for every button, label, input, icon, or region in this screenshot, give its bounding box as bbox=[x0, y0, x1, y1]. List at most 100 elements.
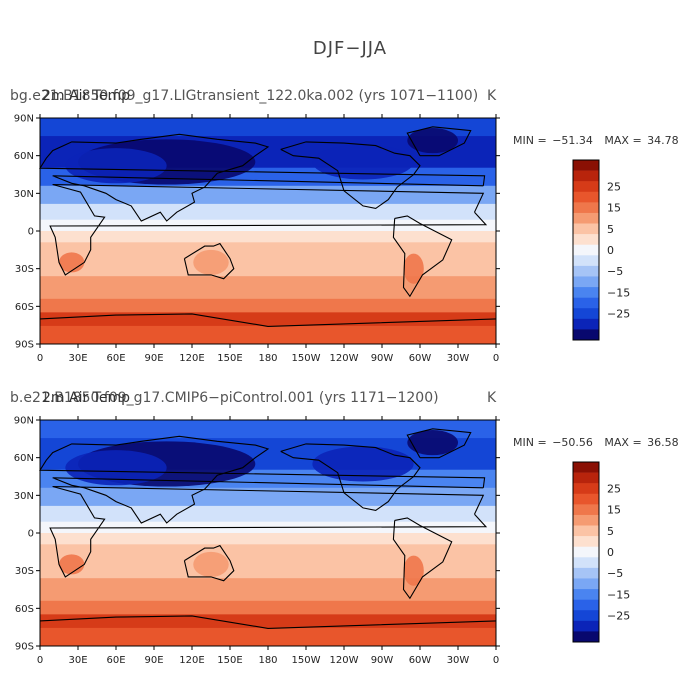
colorbar-swatch bbox=[573, 244, 599, 256]
colorbar-swatch bbox=[573, 546, 599, 558]
warm-region bbox=[58, 252, 85, 273]
min-value: −51.34 bbox=[552, 134, 593, 147]
temperature-band bbox=[40, 118, 496, 137]
coastline bbox=[49, 485, 488, 578]
y-tick-label: 60N bbox=[14, 453, 34, 464]
warm-region bbox=[403, 253, 424, 284]
min-value: −50.56 bbox=[552, 436, 593, 449]
colorbar-swatch bbox=[573, 557, 599, 569]
colorbar-swatch bbox=[573, 202, 599, 214]
colorbar-swatch bbox=[573, 308, 599, 320]
max-value: 34.78 bbox=[647, 134, 679, 147]
colorbar-label: 5 bbox=[607, 223, 614, 236]
colorbar-label: 5 bbox=[607, 525, 614, 538]
x-tick-label: 30E bbox=[68, 353, 87, 364]
min-max-readout: MIN = −50.56 MAX = 36.58 bbox=[513, 436, 681, 449]
colorbar-swatch bbox=[573, 223, 599, 235]
y-tick-label: 0 bbox=[28, 227, 34, 238]
y-tick-label: 30N bbox=[14, 491, 34, 502]
x-tick-label: 150W bbox=[292, 353, 321, 364]
y-tick-label: 30S bbox=[15, 264, 34, 275]
x-tick-label: 120E bbox=[179, 353, 204, 364]
y-tick-label: 60N bbox=[14, 151, 34, 162]
coastline bbox=[392, 215, 453, 298]
colorbar-label: −25 bbox=[607, 610, 630, 623]
temperature-band bbox=[40, 578, 496, 602]
temperature-band bbox=[40, 203, 496, 221]
x-tick-label: 30W bbox=[447, 353, 470, 364]
coastline bbox=[39, 133, 486, 222]
colorbar-label: −15 bbox=[607, 286, 630, 299]
colorbar-swatch bbox=[573, 297, 599, 309]
coastline bbox=[183, 544, 235, 582]
y-tick-label: 30N bbox=[14, 189, 34, 200]
x-tick-label: 90E bbox=[144, 353, 163, 364]
temperature-band bbox=[40, 231, 496, 243]
cold-region bbox=[407, 128, 458, 154]
colorbar-swatch bbox=[573, 514, 599, 526]
colorbar-swatch bbox=[573, 276, 599, 288]
x-tick-label: 60E bbox=[106, 655, 125, 666]
temperature-band bbox=[40, 325, 496, 345]
colorbar-swatch bbox=[573, 287, 599, 298]
colorbar-swatch bbox=[573, 234, 599, 246]
variable-title: 2m Air Temp bbox=[42, 390, 130, 406]
colorbar-label: −15 bbox=[607, 588, 630, 601]
temperature-map: 0 30E 60E 90E 120E 150E 180 150W 120W 90W 60W 30W 09… bbox=[14, 416, 630, 667]
x-tick-label: 30W bbox=[447, 655, 470, 666]
colorbar-swatch bbox=[573, 265, 599, 277]
x-tick-label: 90W bbox=[371, 655, 394, 666]
colorbar-swatch bbox=[573, 483, 599, 495]
colorbar-label: 25 bbox=[607, 482, 621, 495]
max-label: MAX = bbox=[604, 436, 642, 449]
colorbar-swatch bbox=[573, 493, 599, 505]
colorbar-swatch bbox=[573, 578, 599, 590]
temperature-band bbox=[40, 420, 496, 439]
x-tick-label: 0 bbox=[37, 353, 43, 364]
x-tick-label: 90E bbox=[144, 655, 163, 666]
colorbar-swatch bbox=[573, 567, 599, 579]
coastline bbox=[392, 517, 453, 600]
y-tick-label: 30S bbox=[15, 566, 34, 577]
cold-region bbox=[65, 450, 167, 486]
colorbar-swatch bbox=[573, 610, 599, 622]
map-panel-picontrol: b.e21.B1850.f09_g17.CMIP6−piControl.001 … bbox=[0, 390, 700, 690]
colorbar-label: −5 bbox=[607, 265, 623, 278]
colorbar-swatch bbox=[573, 525, 599, 537]
coastline bbox=[280, 443, 421, 511]
temperature-band bbox=[40, 600, 496, 615]
x-tick-label: 120E bbox=[179, 655, 204, 666]
colorbar-swatch bbox=[573, 536, 599, 548]
colorbar-swatch bbox=[573, 620, 599, 632]
colorbar-swatch bbox=[573, 318, 599, 330]
temperature-band bbox=[40, 312, 496, 327]
map-title: b.e21.B1850.f09_g17.CMIP6−piControl.001 … bbox=[10, 390, 439, 406]
colorbar-label: 0 bbox=[607, 546, 614, 559]
temperature-band bbox=[40, 533, 496, 545]
coastline bbox=[183, 242, 235, 280]
warm-region bbox=[193, 249, 229, 275]
units-label: K bbox=[487, 88, 497, 104]
coastline bbox=[49, 183, 488, 276]
colorbar-swatch bbox=[573, 599, 599, 611]
figure-title: DJF−JJA bbox=[312, 38, 388, 59]
coastline bbox=[39, 435, 486, 524]
cold-region bbox=[407, 430, 458, 456]
colorbar-swatch bbox=[573, 472, 599, 484]
y-tick-label: 90S bbox=[15, 642, 34, 653]
y-tick-label: 60S bbox=[15, 302, 34, 313]
colorbar-swatch bbox=[573, 462, 599, 473]
colorbar-swatch bbox=[573, 589, 599, 600]
y-tick-label: 90N bbox=[14, 416, 34, 427]
x-tick-label: 180 bbox=[258, 655, 277, 666]
colorbar-label: 15 bbox=[607, 202, 621, 215]
y-tick-label: 90N bbox=[14, 114, 34, 125]
y-tick-label: 0 bbox=[28, 529, 34, 540]
temperature-band bbox=[40, 298, 496, 313]
cold-region bbox=[65, 148, 167, 184]
x-tick-label: 120W bbox=[330, 353, 359, 364]
map-title: bg.e21.B1850.f09_g17.LIGtransient_122.0k… bbox=[10, 88, 479, 104]
x-tick-label: 120W bbox=[330, 655, 359, 666]
colorbar-label: 15 bbox=[607, 504, 621, 517]
x-tick-label: 180 bbox=[258, 353, 277, 364]
